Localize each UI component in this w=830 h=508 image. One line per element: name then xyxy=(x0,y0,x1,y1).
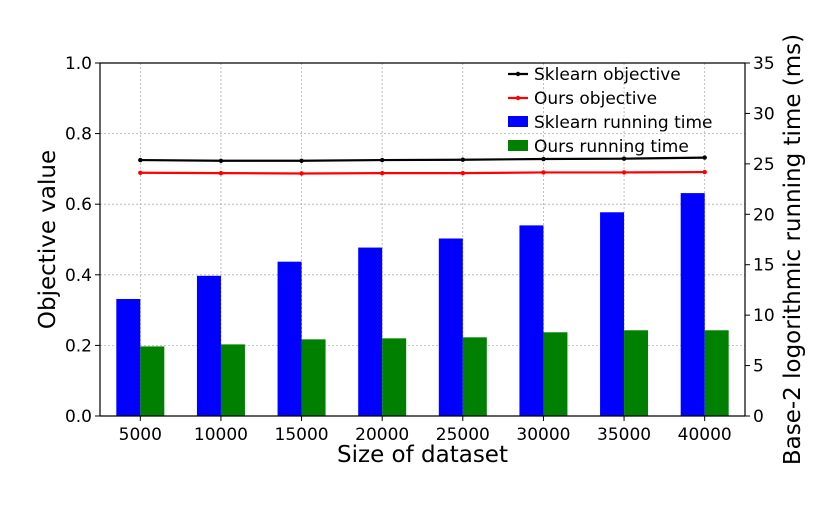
lines xyxy=(138,155,707,176)
bar-sklearn-running-time xyxy=(438,238,463,416)
bar-ours-running-time xyxy=(462,337,487,416)
legend-label-sklearn-running-time: Sklearn running time xyxy=(534,113,713,133)
y2-tick-label: 0 xyxy=(753,407,764,427)
legend-marker-sklearn-objective xyxy=(515,71,521,77)
point-ours-objective xyxy=(541,170,546,175)
legend-swatch-sklearn-running-time xyxy=(508,116,528,127)
bar-sklearn-running-time xyxy=(277,261,302,416)
ticks: 0.0 0.2 0.4 0.6 0.8 1.0 0 5 10 15 20 25 30 35 5000 1000… xyxy=(65,54,775,445)
legend: Sklearn objective Ours objective Sklearn r… xyxy=(508,65,713,157)
x-tick-label: 15000 xyxy=(275,425,329,445)
x-tick-label: 40000 xyxy=(678,425,732,445)
point-sklearn-objective xyxy=(138,157,143,163)
bar-ours-running-time xyxy=(382,338,407,416)
point-sklearn-objective xyxy=(218,158,224,163)
bar-sklearn-running-time xyxy=(358,247,383,416)
bars xyxy=(116,193,729,416)
bar-ours-running-time xyxy=(704,330,729,416)
bar-ours-running-time xyxy=(220,344,245,416)
y2-axis-title: Base-2 logorithmic running time (ms) xyxy=(780,34,806,465)
y2-tick-label: 15 xyxy=(753,256,775,276)
y-tick-label: 0.8 xyxy=(65,125,92,145)
point-ours-objective xyxy=(379,170,385,176)
y2-tick-label: 10 xyxy=(753,306,775,326)
point-ours-objective xyxy=(218,170,224,176)
bar-ours-running-time xyxy=(543,332,568,416)
x-tick-label: 30000 xyxy=(516,425,570,445)
x-axis-title: Size of dataset xyxy=(337,442,508,468)
bar-sklearn-running-time xyxy=(600,212,625,416)
point-ours-objective xyxy=(299,171,304,176)
legend-marker-ours-objective xyxy=(515,95,521,101)
bar-sklearn-running-time xyxy=(680,193,705,416)
y-tick-label: 0.2 xyxy=(65,336,92,356)
legend-label-ours-objective: Ours objective xyxy=(534,89,657,109)
legend-label-ours-running-time: Ours running time xyxy=(534,137,689,157)
point-sklearn-objective xyxy=(621,156,627,161)
x-tick-label: 10000 xyxy=(194,425,248,445)
bar-ours-running-time xyxy=(624,330,649,416)
point-ours-objective xyxy=(621,170,627,175)
y-tick-label: 0.4 xyxy=(65,266,92,286)
y-tick-label: 1.0 xyxy=(65,54,92,74)
x-tick-label: 5000 xyxy=(119,425,162,445)
x-tick-label: 35000 xyxy=(597,425,651,445)
point-sklearn-objective xyxy=(541,156,546,162)
y2-tick-label: 5 xyxy=(753,357,764,377)
y2-tick-label: 30 xyxy=(753,104,775,124)
y-tick-label: 0.6 xyxy=(65,195,92,215)
point-ours-objective xyxy=(702,169,707,175)
point-sklearn-objective xyxy=(299,158,304,163)
legend-label-sklearn-objective: Sklearn objective xyxy=(534,65,681,85)
bar-sklearn-running-time xyxy=(196,275,221,416)
axes xyxy=(99,62,746,417)
x-tick-label: 25000 xyxy=(436,425,490,445)
bar-sklearn-running-time xyxy=(519,225,544,416)
y-tick-label: 0.0 xyxy=(65,407,92,427)
y2-tick-label: 20 xyxy=(753,205,775,225)
point-ours-objective xyxy=(460,170,466,176)
line-ours-objective xyxy=(140,170,705,175)
y-axis-title: Objective value xyxy=(35,150,61,329)
bar-ours-running-time xyxy=(301,339,326,416)
point-sklearn-objective xyxy=(379,157,385,163)
legend-swatch-ours-running-time xyxy=(508,140,528,151)
line-sklearn-objective xyxy=(140,156,705,162)
point-sklearn-objective xyxy=(460,157,466,162)
point-ours-objective xyxy=(138,170,143,175)
y2-tick-label: 25 xyxy=(753,155,775,175)
bar-ours-running-time xyxy=(140,346,165,416)
point-sklearn-objective xyxy=(702,155,707,160)
y2-tick-label: 35 xyxy=(753,54,775,74)
x-tick-label: 20000 xyxy=(355,425,409,445)
bar-sklearn-running-time xyxy=(116,299,141,416)
